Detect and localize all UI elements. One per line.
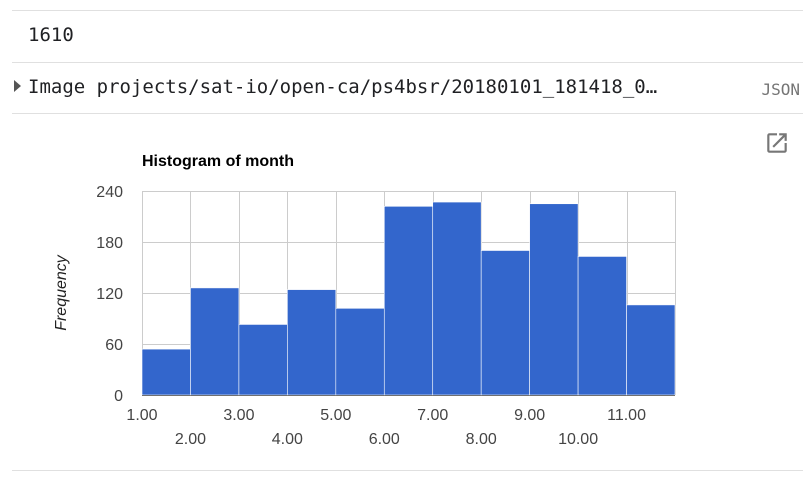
divider-1 — [12, 62, 803, 63]
x-tick-label: 4.00 — [272, 431, 303, 448]
caret-right-icon[interactable] — [14, 80, 21, 92]
y-tick-label: 60 — [105, 337, 123, 354]
json-link[interactable]: JSON — [761, 80, 800, 99]
histogram-bar[interactable] — [626, 304, 676, 396]
y-axis-label: Frequency — [53, 254, 70, 331]
histogram-bar[interactable] — [335, 307, 385, 396]
x-tick-label: 8.00 — [466, 431, 497, 448]
histogram-bar[interactable] — [432, 201, 482, 396]
x-tick-label: 9.00 — [514, 407, 545, 424]
divider-2 — [12, 113, 803, 114]
histogram-bar[interactable] — [577, 256, 627, 396]
x-tick-label: 11.00 — [607, 407, 646, 424]
bottom-divider — [12, 470, 803, 471]
chart-title: Histogram of month — [142, 153, 294, 170]
x-tick-label: 3.00 — [223, 407, 254, 424]
y-tick-label: 0 — [114, 388, 123, 405]
x-tick-label: 2.00 — [175, 431, 206, 448]
x-tick-label: 10.00 — [558, 431, 598, 448]
histogram-bar[interactable] — [287, 289, 337, 396]
histogram-bar[interactable] — [190, 287, 240, 396]
x-tick-label: 6.00 — [369, 431, 400, 448]
histogram-bar[interactable] — [480, 250, 530, 396]
histogram-bar[interactable] — [141, 348, 191, 396]
x-tick-label: 7.00 — [417, 407, 448, 424]
y-tick-label: 180 — [96, 235, 123, 252]
histogram-bar[interactable] — [383, 206, 434, 396]
x-tick-label: 5.00 — [320, 407, 351, 424]
top-divider — [12, 10, 803, 11]
histogram-bar[interactable] — [529, 203, 579, 396]
y-tick-label: 120 — [96, 286, 123, 303]
x-tick-label: 1.00 — [126, 407, 157, 424]
image-row: Image projects/sat-io/open-ca/ps4bsr/201… — [12, 72, 802, 106]
bars — [141, 201, 676, 396]
y-tick-labels: 0 60 120 180 240 — [96, 184, 123, 405]
histogram-bar[interactable] — [238, 324, 288, 396]
count-output: 1610 — [28, 24, 74, 46]
open-in-new-icon[interactable] — [764, 130, 790, 156]
y-tick-label: 240 — [96, 184, 123, 201]
x-tick-labels: 1.00 2.00 3.00 4.00 5.00 6.00 7.00 8.00 9.00 10.0… — [126, 407, 646, 448]
